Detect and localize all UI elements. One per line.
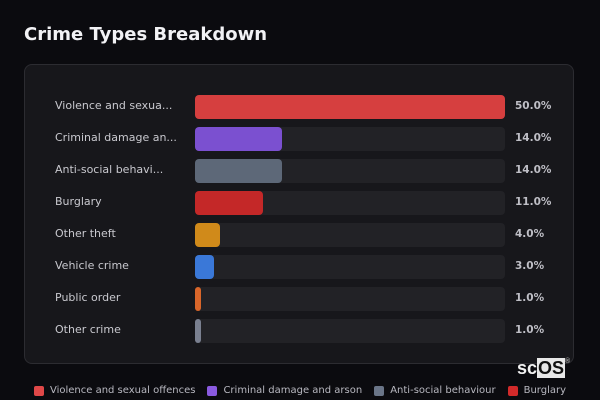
value-label: 4.0% (515, 228, 545, 240)
bar (195, 159, 282, 183)
legend-item[interactable]: Burglary (507, 385, 567, 396)
category-label: Vehicle crime (55, 259, 129, 272)
bar-row: Burglary 11.0% (25, 191, 573, 215)
value-label: 1.0% (515, 292, 545, 304)
legend-swatch-icon (33, 385, 44, 396)
value-label: 14.0% (515, 132, 552, 144)
legend-label: Violence and sexual offences (49, 385, 196, 396)
legend-label: Criminal damage and arson (223, 385, 363, 396)
bar-row: Other crime 1.0% (25, 319, 573, 343)
legend-item[interactable]: Violence and sexual offences (33, 385, 196, 396)
value-label: 1.0% (515, 324, 545, 336)
legend-item[interactable]: Criminal damage and arson (207, 385, 362, 396)
bar-row: Violence and sexua... 50.0% (25, 95, 573, 119)
bar-row: Vehicle crime 3.0% (25, 255, 573, 279)
bar-track (195, 287, 505, 311)
logo-text: sc (517, 358, 538, 378)
category-label: Anti-social behavi... (55, 163, 164, 176)
bar-track (195, 159, 505, 183)
legend-item[interactable]: Anti-social behaviour (374, 385, 496, 396)
scos-logo: scOS® (517, 358, 570, 379)
value-label: 3.0% (515, 260, 545, 272)
legend-label: Anti-social behaviour (390, 385, 496, 396)
category-label: Burglary (55, 195, 102, 208)
bar-track (195, 95, 505, 119)
category-label: Violence and sexua... (55, 99, 173, 112)
bar (195, 95, 505, 119)
value-label: 14.0% (515, 164, 552, 176)
logo-text-highlight: OS (537, 358, 566, 378)
bar-row: Criminal damage an... 14.0% (25, 127, 573, 151)
legend-swatch-icon (374, 385, 385, 396)
chart-legend: Violence and sexual offences Criminal dam… (0, 385, 600, 396)
registered-mark: ® (565, 358, 571, 365)
bar-track (195, 127, 505, 151)
bar-track (195, 191, 505, 215)
category-label: Criminal damage an... (55, 131, 177, 144)
value-label: 11.0% (515, 196, 552, 208)
bar-row: Public order 1.0% (25, 287, 573, 311)
category-label: Public order (55, 291, 121, 304)
value-label: 50.0% (515, 100, 552, 112)
bar (195, 319, 201, 343)
category-label: Other theft (55, 227, 116, 240)
legend-swatch-icon (207, 385, 218, 396)
bar-track (195, 319, 505, 343)
bar (195, 127, 282, 151)
chart-card: Violence and sexua... 50.0% Criminal dama… (24, 64, 574, 364)
bar-row: Anti-social behavi... 14.0% (25, 159, 573, 183)
legend-swatch-icon (507, 385, 518, 396)
bar-track (195, 223, 505, 247)
bar-row: Other theft 4.0% (25, 223, 573, 247)
legend-label: Burglary (523, 385, 567, 396)
bar (195, 287, 201, 311)
chart-title: Crime Types Breakdown (24, 24, 268, 45)
bar (195, 223, 220, 247)
bar (195, 191, 264, 215)
category-label: Other crime (55, 323, 121, 336)
bar (195, 255, 214, 279)
bar-track (195, 255, 505, 279)
